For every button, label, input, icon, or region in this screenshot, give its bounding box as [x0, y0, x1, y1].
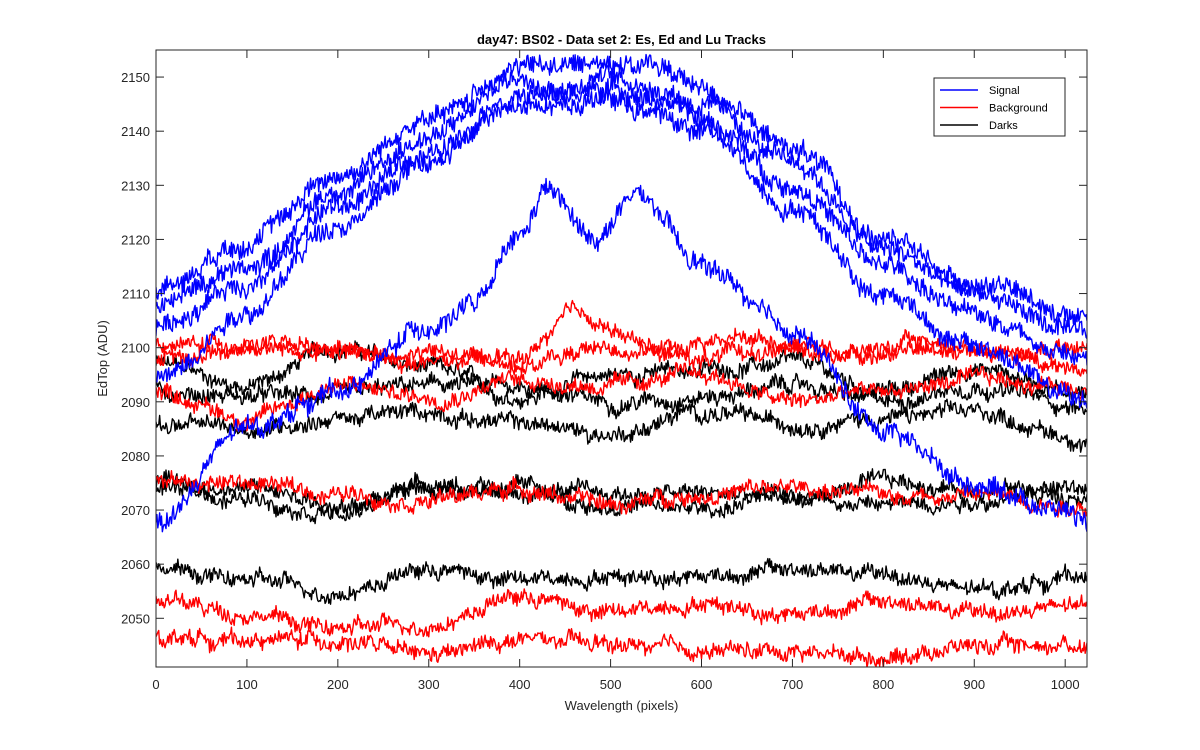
y-tick-label: 2150 — [121, 70, 150, 85]
series-line-signal-4 — [156, 177, 1087, 533]
series-line-darks-11 — [156, 340, 1087, 410]
legend-label: Darks — [989, 120, 1018, 132]
x-axis-label: Wavelength (pixels) — [565, 698, 679, 713]
y-tick-label: 2090 — [121, 395, 150, 410]
legend-label: Signal — [989, 85, 1020, 97]
y-tick-label: 2050 — [121, 611, 150, 626]
series-line-background-9 — [156, 588, 1087, 638]
series-line-signal-2 — [156, 73, 1087, 366]
y-axis-label: EdTop (ADU) — [95, 320, 110, 397]
series-layer — [156, 53, 1087, 667]
series-line-signal-3 — [156, 88, 1087, 409]
y-tick-label: 2070 — [121, 503, 150, 518]
series-line-darks-13 — [156, 398, 1087, 453]
series-line-background-6 — [156, 336, 1087, 377]
y-tick-label: 2100 — [121, 341, 150, 356]
x-tick-label: 1000 — [1051, 677, 1080, 692]
y-tick-label: 2060 — [121, 557, 150, 572]
series-line-darks-14 — [156, 468, 1087, 522]
y-tick-label: 2110 — [122, 287, 150, 302]
x-tick-label: 300 — [418, 677, 440, 692]
y-tick-label: 2120 — [121, 232, 150, 247]
y-tick-label: 2130 — [121, 178, 150, 193]
series-line-background-8 — [156, 470, 1087, 519]
series-line-darks-16 — [156, 557, 1087, 605]
chart-title: day47: BS02 - Data set 2: Es, Ed and Lu … — [477, 32, 766, 47]
y-tick-label: 2140 — [121, 124, 150, 139]
x-tick-label: 800 — [872, 677, 894, 692]
legend-label: Background — [989, 103, 1048, 115]
x-tick-label: 600 — [691, 677, 713, 692]
series-line-signal-0 — [156, 53, 1087, 326]
x-tick-label: 100 — [236, 677, 258, 692]
plot-frame — [155, 49, 1088, 668]
x-tick-label: 700 — [782, 677, 804, 692]
series-line-background-10 — [156, 626, 1087, 667]
x-tick-label: 200 — [327, 677, 349, 692]
x-tick-label: 900 — [963, 677, 985, 692]
plot-area — [156, 50, 1087, 667]
series-line-background-7 — [156, 361, 1087, 432]
x-tick-label: 0 — [152, 677, 159, 692]
ticks-layer: 0 100 200 300 400 500 600 700 800 900 1000 2050 2060… — [121, 50, 1087, 692]
x-tick-label: 400 — [509, 677, 531, 692]
legend: Signal Background Darks — [933, 77, 1066, 137]
y-tick-label: 2080 — [121, 449, 150, 464]
series-line-signal-1 — [156, 64, 1087, 339]
x-tick-label: 500 — [600, 677, 622, 692]
